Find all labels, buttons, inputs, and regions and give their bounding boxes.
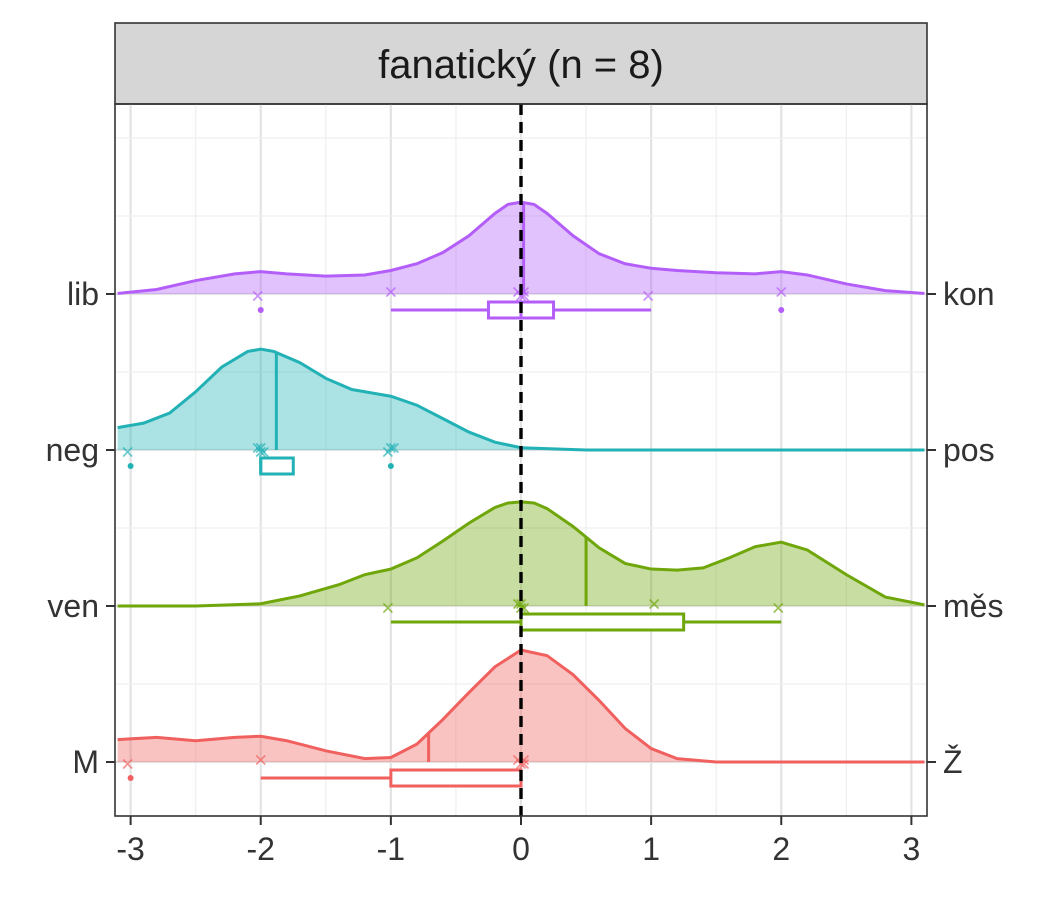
data-point	[122, 446, 133, 458]
x-tick-label: 2	[772, 831, 790, 867]
data-point	[643, 290, 654, 302]
box-iqr	[519, 612, 686, 632]
x-tick-label: -1	[377, 831, 405, 867]
box-outlier	[778, 307, 785, 313]
data-point	[649, 598, 660, 610]
y-tick-label-left: ven	[47, 588, 99, 624]
density-line	[117, 500, 925, 608]
axes: -3 -2 -1 0 1 2 3 lib kon neg pos ven měs M Ž	[46, 276, 1004, 867]
data-point	[252, 290, 263, 302]
x-tick-label: -2	[247, 831, 275, 867]
series-neg	[117, 347, 925, 476]
y-tick-label-right: kon	[943, 276, 995, 312]
density-line	[117, 648, 925, 764]
y-tick-label-left: lib	[67, 276, 99, 312]
x-tick-label: 0	[512, 831, 530, 867]
box-outlier	[127, 775, 134, 781]
data-point	[385, 442, 396, 454]
box-outlier	[127, 463, 134, 469]
data-point	[255, 754, 266, 766]
data-point	[776, 286, 787, 298]
density-area	[117, 349, 925, 450]
box-iqr	[389, 768, 523, 788]
x-tick-label: -3	[116, 831, 144, 867]
data-point	[255, 446, 266, 458]
box-outlier	[387, 463, 394, 469]
series-ven	[117, 500, 925, 632]
x-tick-label: 3	[902, 831, 920, 867]
y-tick-label-right: měs	[943, 588, 1003, 624]
density-area	[117, 501, 925, 606]
data-point	[258, 446, 269, 458]
data-point	[388, 442, 399, 454]
box-outlier	[257, 307, 264, 313]
data-point	[382, 602, 393, 614]
box-iqr	[259, 456, 295, 476]
strip-header	[114, 22, 928, 105]
y-tick-label-right: pos	[943, 432, 995, 468]
y-tick-label-left: M	[72, 744, 99, 780]
data-point	[773, 602, 784, 614]
data-point	[122, 758, 133, 770]
data-point	[385, 286, 396, 298]
y-tick-label-left: neg	[46, 432, 99, 468]
x-tick-label: 1	[642, 831, 660, 867]
density-line	[117, 347, 925, 452]
strip-title: fanatický (n = 8)	[378, 43, 664, 87]
y-tick-label-right: Ž	[943, 744, 963, 780]
